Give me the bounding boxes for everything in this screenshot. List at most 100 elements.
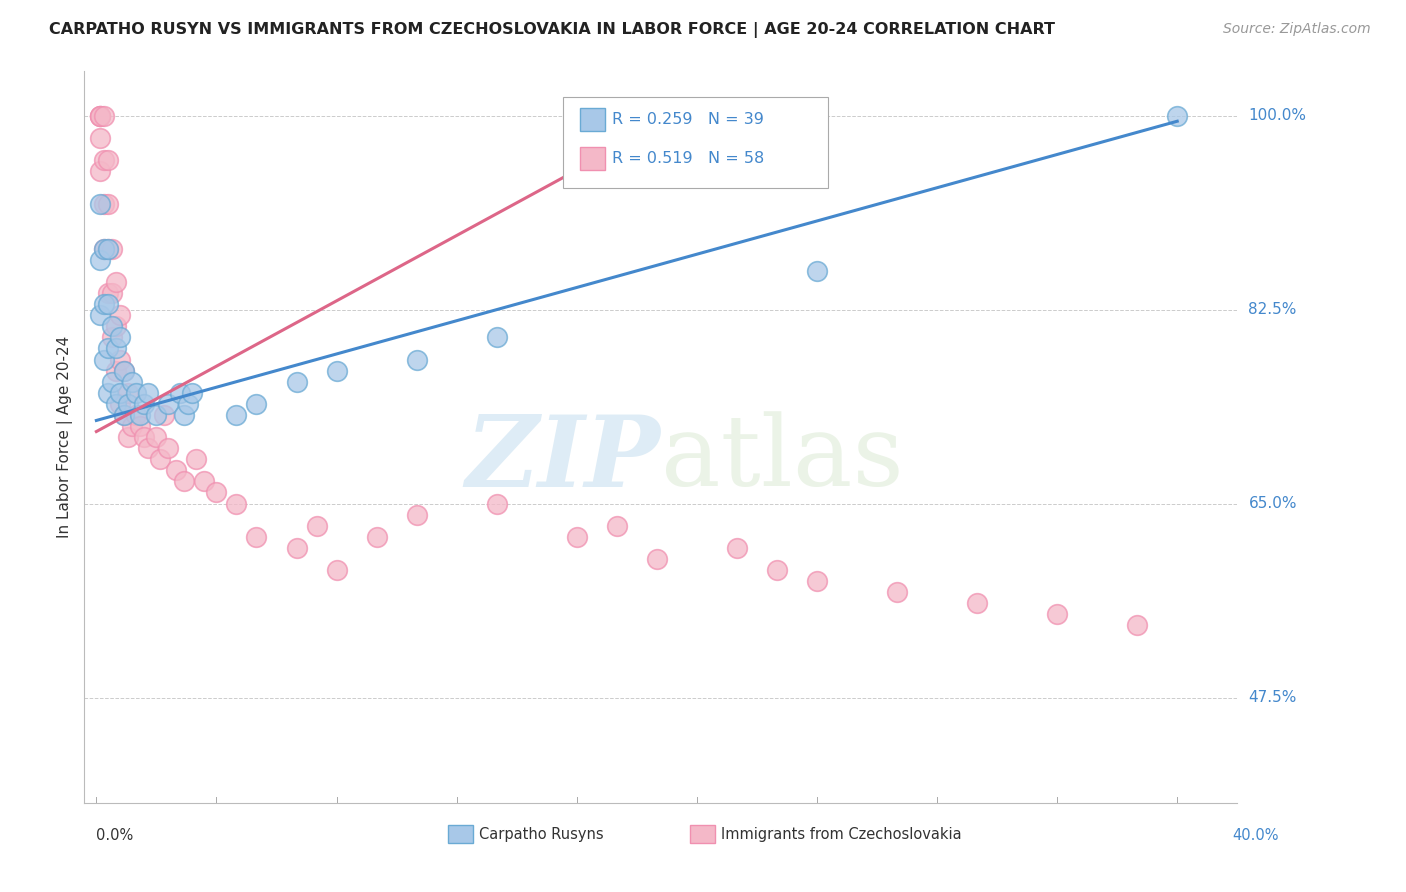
Point bbox=[606, 518, 628, 533]
Point bbox=[285, 375, 308, 389]
Point bbox=[125, 385, 148, 400]
Point bbox=[97, 153, 120, 167]
Point bbox=[105, 342, 128, 356]
Text: R = 0.259   N = 39: R = 0.259 N = 39 bbox=[613, 112, 765, 128]
Text: Carpatho Rusyns: Carpatho Rusyns bbox=[478, 827, 603, 842]
Point bbox=[366, 530, 388, 544]
Point bbox=[110, 330, 132, 344]
Point bbox=[225, 497, 247, 511]
Point bbox=[485, 330, 508, 344]
Text: R = 0.519   N = 58: R = 0.519 N = 58 bbox=[613, 151, 765, 166]
Point bbox=[89, 109, 111, 123]
FancyBboxPatch shape bbox=[690, 825, 716, 843]
Point bbox=[325, 363, 347, 377]
Text: 100.0%: 100.0% bbox=[1249, 108, 1306, 123]
Point bbox=[806, 264, 828, 278]
Point bbox=[112, 408, 135, 422]
Point bbox=[177, 397, 200, 411]
Point bbox=[110, 385, 132, 400]
Point bbox=[93, 242, 115, 256]
Point bbox=[129, 419, 152, 434]
Point bbox=[97, 242, 120, 256]
Text: 65.0%: 65.0% bbox=[1249, 496, 1296, 511]
Point bbox=[149, 452, 172, 467]
Point bbox=[93, 242, 115, 256]
Point bbox=[186, 452, 208, 467]
Text: Source: ZipAtlas.com: Source: ZipAtlas.com bbox=[1223, 22, 1371, 37]
Point bbox=[1166, 109, 1188, 123]
Point bbox=[105, 275, 128, 289]
Point bbox=[93, 197, 115, 211]
Point bbox=[89, 109, 111, 123]
Point bbox=[97, 197, 120, 211]
Point bbox=[121, 375, 143, 389]
Point bbox=[93, 297, 115, 311]
Point bbox=[485, 497, 508, 511]
Point bbox=[145, 408, 167, 422]
Point bbox=[325, 563, 347, 577]
FancyBboxPatch shape bbox=[562, 97, 828, 188]
Point bbox=[181, 385, 204, 400]
Point bbox=[97, 285, 120, 300]
Point bbox=[806, 574, 828, 589]
FancyBboxPatch shape bbox=[581, 146, 606, 170]
Point bbox=[101, 330, 124, 344]
Point bbox=[725, 541, 748, 555]
Point bbox=[110, 308, 132, 322]
FancyBboxPatch shape bbox=[581, 108, 606, 131]
Point bbox=[110, 352, 132, 367]
Point bbox=[89, 308, 111, 322]
Point bbox=[89, 197, 111, 211]
Point bbox=[138, 385, 160, 400]
Point bbox=[305, 518, 328, 533]
Point bbox=[89, 252, 111, 267]
Text: 40.0%: 40.0% bbox=[1233, 828, 1279, 843]
Point bbox=[134, 397, 156, 411]
Text: CARPATHO RUSYN VS IMMIGRANTS FROM CZECHOSLOVAKIA IN LABOR FORCE | AGE 20-24 CORR: CARPATHO RUSYN VS IMMIGRANTS FROM CZECHO… bbox=[49, 22, 1056, 38]
Point bbox=[93, 109, 115, 123]
Point bbox=[97, 242, 120, 256]
FancyBboxPatch shape bbox=[447, 825, 472, 843]
Point bbox=[405, 508, 427, 522]
Point bbox=[565, 530, 588, 544]
Point bbox=[966, 596, 988, 610]
Point bbox=[1126, 618, 1149, 632]
Point bbox=[101, 375, 124, 389]
Point bbox=[165, 463, 187, 477]
Point bbox=[157, 441, 180, 455]
Point bbox=[145, 430, 167, 444]
Point bbox=[173, 475, 195, 489]
Point bbox=[105, 319, 128, 334]
Point bbox=[173, 408, 195, 422]
Point bbox=[766, 563, 789, 577]
Point bbox=[157, 397, 180, 411]
Point bbox=[117, 430, 139, 444]
Text: 82.5%: 82.5% bbox=[1249, 302, 1296, 318]
Point bbox=[193, 475, 215, 489]
Point bbox=[886, 585, 908, 599]
Point bbox=[97, 385, 120, 400]
Point bbox=[205, 485, 228, 500]
Point bbox=[245, 397, 267, 411]
Point bbox=[285, 541, 308, 555]
Point bbox=[112, 408, 135, 422]
Point bbox=[101, 285, 124, 300]
Point bbox=[93, 153, 115, 167]
Point bbox=[101, 242, 124, 256]
Point bbox=[225, 408, 247, 422]
Point bbox=[93, 352, 115, 367]
Point bbox=[117, 385, 139, 400]
Point bbox=[134, 430, 156, 444]
Point bbox=[89, 109, 111, 123]
Point bbox=[97, 297, 120, 311]
Point bbox=[101, 319, 124, 334]
Point bbox=[97, 342, 120, 356]
Point bbox=[105, 363, 128, 377]
Text: 47.5%: 47.5% bbox=[1249, 690, 1296, 705]
Point bbox=[105, 397, 128, 411]
Text: 0.0%: 0.0% bbox=[97, 828, 134, 843]
Point bbox=[129, 408, 152, 422]
Point bbox=[112, 363, 135, 377]
Y-axis label: In Labor Force | Age 20-24: In Labor Force | Age 20-24 bbox=[58, 336, 73, 538]
Point bbox=[121, 419, 143, 434]
